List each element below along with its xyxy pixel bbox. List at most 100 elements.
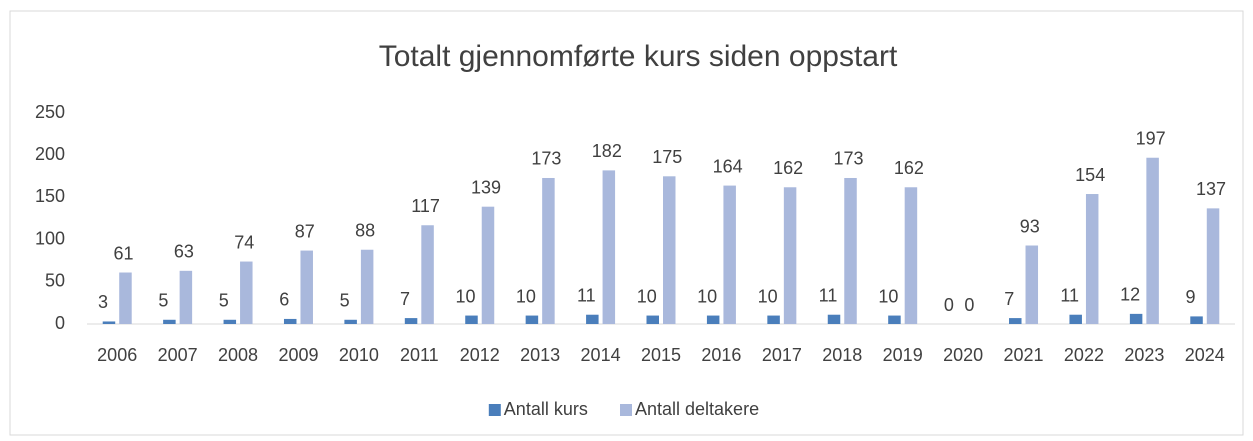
data-label: 5 bbox=[340, 291, 350, 311]
bar bbox=[1190, 316, 1203, 324]
data-label: 10 bbox=[878, 286, 898, 306]
bar bbox=[223, 319, 237, 324]
bar bbox=[1069, 314, 1082, 324]
x-tick-label: 2007 bbox=[158, 345, 198, 365]
bar bbox=[767, 315, 780, 324]
data-label: 63 bbox=[174, 242, 194, 262]
bar bbox=[1206, 208, 1220, 324]
x-tick-label: 2011 bbox=[400, 345, 439, 365]
data-label: 182 bbox=[592, 141, 622, 161]
x-tick-label: 2018 bbox=[822, 345, 862, 365]
data-label: 154 bbox=[1075, 165, 1105, 185]
bar bbox=[360, 249, 374, 324]
x-tick-label: 2009 bbox=[278, 345, 318, 365]
data-label: 12 bbox=[1120, 285, 1140, 305]
bar bbox=[102, 321, 116, 324]
data-label: 74 bbox=[234, 232, 254, 252]
bar bbox=[827, 314, 841, 324]
bar bbox=[723, 185, 736, 324]
bar bbox=[602, 170, 616, 324]
data-label: 61 bbox=[113, 243, 133, 263]
bar bbox=[119, 272, 132, 324]
bar bbox=[904, 187, 918, 324]
bar bbox=[1146, 157, 1159, 324]
data-label: 117 bbox=[411, 196, 440, 216]
legend-swatch bbox=[488, 404, 501, 416]
x-tick-label: 2023 bbox=[1124, 345, 1164, 365]
data-label: 93 bbox=[1020, 216, 1040, 236]
data-label: 9 bbox=[1186, 287, 1196, 307]
chart-border bbox=[9, 10, 1244, 436]
bar bbox=[888, 315, 901, 324]
data-label: 173 bbox=[833, 149, 863, 169]
bar bbox=[179, 270, 193, 324]
data-label: 3 bbox=[98, 292, 108, 312]
legend-label: Antall kurs bbox=[504, 399, 588, 419]
data-label: 87 bbox=[295, 221, 315, 241]
data-label: 10 bbox=[697, 286, 717, 306]
data-label: 162 bbox=[894, 158, 924, 178]
data-label: 10 bbox=[758, 286, 778, 306]
x-tick-label: 2008 bbox=[218, 345, 258, 365]
data-label: 164 bbox=[713, 156, 743, 176]
data-label: 175 bbox=[652, 147, 682, 167]
data-label: 7 bbox=[400, 289, 410, 309]
bar bbox=[1025, 245, 1039, 324]
data-label: 137 bbox=[1196, 179, 1226, 199]
x-tick-label: 2016 bbox=[701, 345, 741, 365]
x-tick-label: 2012 bbox=[460, 345, 500, 365]
x-tick-label: 2020 bbox=[943, 345, 983, 365]
bar bbox=[240, 261, 253, 324]
bar bbox=[283, 318, 297, 324]
x-tick-label: 2006 bbox=[97, 345, 137, 365]
bar bbox=[646, 315, 659, 324]
bar bbox=[1129, 313, 1143, 324]
x-tick-label: 2013 bbox=[520, 345, 560, 365]
x-tick-label: 2019 bbox=[883, 345, 923, 365]
bar bbox=[300, 250, 313, 324]
bar bbox=[481, 206, 495, 324]
x-tick-label: 2015 bbox=[641, 345, 681, 365]
bar bbox=[525, 315, 539, 324]
data-label: 0 bbox=[944, 295, 954, 315]
data-label: 11 bbox=[1060, 285, 1079, 305]
y-tick-label: 0 bbox=[55, 313, 65, 333]
data-label: 10 bbox=[455, 286, 475, 306]
data-label: 0 bbox=[964, 295, 974, 315]
data-label: 6 bbox=[279, 290, 289, 310]
bar bbox=[663, 176, 676, 324]
bar bbox=[163, 319, 176, 324]
chart-title: Totalt gjennomførte kurs siden oppstart bbox=[379, 40, 898, 73]
bar bbox=[421, 225, 434, 324]
bar bbox=[1009, 318, 1022, 324]
legend-label: Antall deltakere bbox=[635, 399, 759, 419]
bar bbox=[706, 315, 720, 324]
bar bbox=[404, 318, 418, 324]
data-label: 10 bbox=[637, 286, 657, 306]
data-label: 139 bbox=[471, 177, 501, 197]
data-label: 11 bbox=[819, 285, 838, 305]
data-label: 162 bbox=[773, 158, 803, 178]
x-tick-label: 2021 bbox=[1004, 345, 1044, 365]
x-tick-label: 2024 bbox=[1185, 345, 1225, 365]
data-label: 173 bbox=[531, 149, 561, 169]
bar bbox=[465, 315, 478, 324]
bar bbox=[344, 319, 357, 324]
data-label: 11 bbox=[577, 285, 596, 305]
bar bbox=[542, 177, 555, 324]
data-label: 5 bbox=[158, 291, 168, 311]
y-tick-label: 250 bbox=[35, 102, 65, 122]
data-label: 5 bbox=[219, 291, 229, 311]
bar bbox=[586, 314, 599, 324]
data-label: 197 bbox=[1136, 128, 1166, 148]
x-tick-label: 2022 bbox=[1064, 345, 1104, 365]
bar bbox=[844, 177, 857, 324]
y-tick-label: 100 bbox=[35, 228, 65, 248]
y-tick-label: 200 bbox=[35, 144, 65, 164]
x-tick-label: 2014 bbox=[581, 345, 621, 365]
bar bbox=[1085, 194, 1099, 324]
y-tick-label: 150 bbox=[35, 186, 65, 206]
x-tick-label: 2017 bbox=[762, 345, 802, 365]
